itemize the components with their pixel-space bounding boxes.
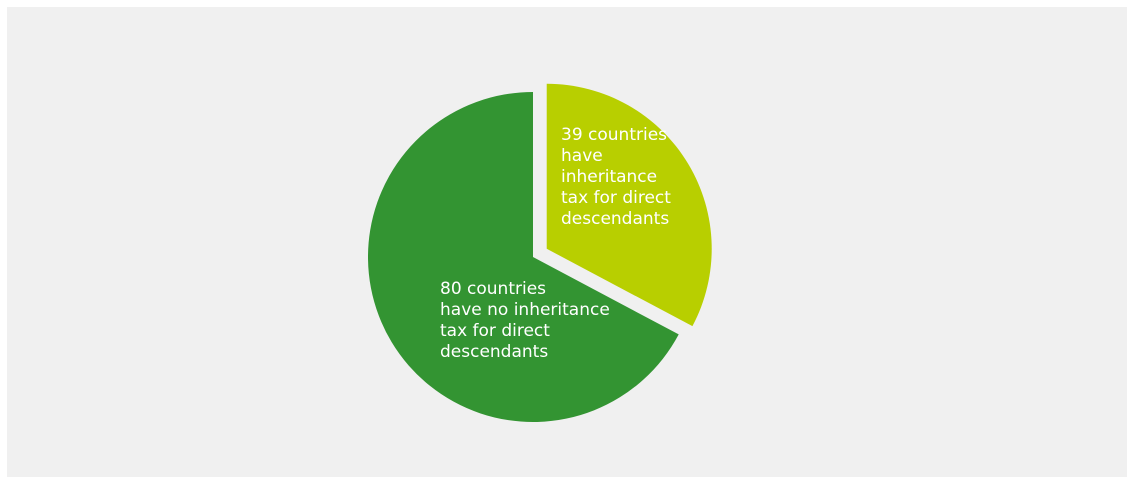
slice-label-no-inheritance-tax: 80 countries have no inheritance tax for… [440, 279, 610, 362]
slice-label-inheritance-tax: 39 countries have inheritance tax for di… [561, 125, 671, 229]
pie-slice-inheritance-tax [546, 83, 712, 327]
pie-slice-no-inheritance-tax [368, 92, 679, 422]
